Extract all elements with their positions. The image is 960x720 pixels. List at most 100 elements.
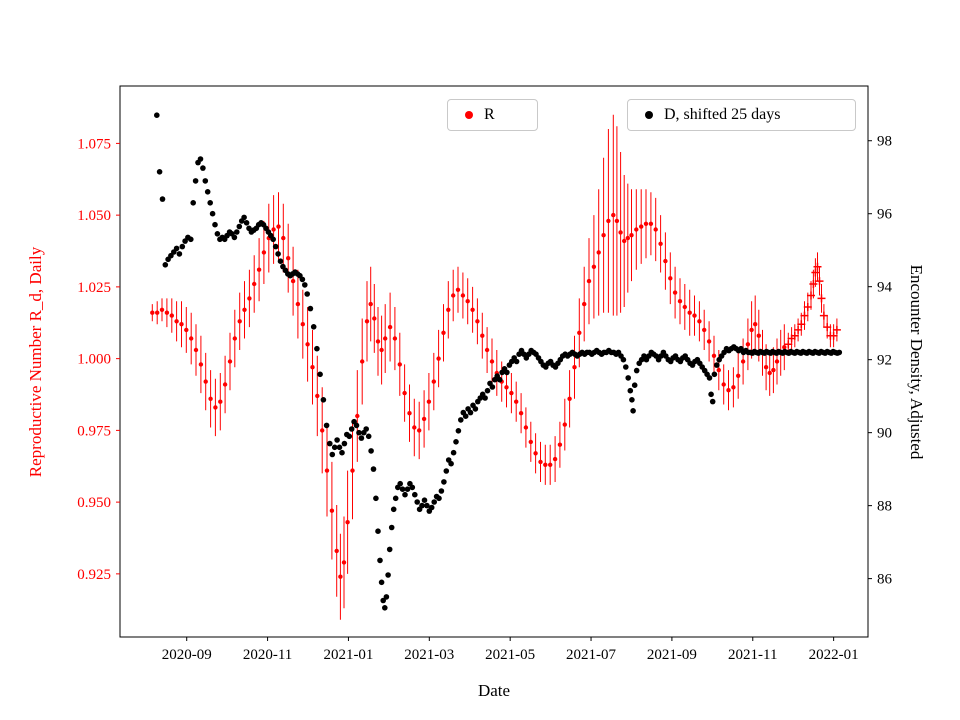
d-point [331,444,338,451]
d-point [458,417,464,423]
r-point [643,221,649,226]
r-point [489,359,495,364]
legend-r: R [447,99,538,131]
left-tick-label: 0.950 [77,495,111,511]
d-point [484,387,491,394]
d-point [356,429,362,436]
r-point [247,296,252,301]
r-point [518,411,524,416]
d-point [629,397,635,403]
d-point [836,349,843,356]
r-point [586,278,592,284]
r-marker-icon [465,111,473,119]
r-point [407,411,412,416]
r-point [237,319,242,324]
d-point [341,440,348,447]
d-point [353,422,360,429]
r-point [421,416,427,422]
d-point [414,499,421,505]
x-tick-label: 2021-05 [485,647,535,663]
r-point [648,221,654,226]
r-point [281,235,286,241]
r-point [155,310,160,315]
r-point [446,307,451,312]
r-point [629,233,634,238]
d-point [197,156,204,162]
d-point [214,231,221,237]
d-point [314,345,320,352]
r-point [763,365,769,370]
r-point [368,301,373,307]
d-point [176,251,183,257]
r-point [538,459,543,465]
r-point [397,362,402,367]
d-point [453,439,459,445]
d-point [212,221,218,228]
d-point [188,236,194,243]
r-point [562,422,567,427]
d-point [241,214,247,221]
d-marker-icon [645,111,653,119]
r-point [740,359,746,364]
r-point [611,212,616,218]
r-point [355,413,360,419]
r-point [480,333,485,338]
r-point [392,336,398,341]
r-point [596,250,601,255]
r-point [350,468,355,473]
r-point [387,324,393,330]
r-point [295,301,301,307]
d-point [299,276,306,283]
r-point [721,382,726,387]
left-tick-label: 0.925 [77,567,111,583]
d-point [370,466,377,472]
r-point [218,399,223,404]
d-point [327,440,333,447]
d-point [623,364,629,370]
left-tick-label: 1.075 [77,136,111,152]
d-point [443,468,450,474]
r-point [310,365,315,370]
r-point [716,367,721,373]
d-point [348,426,355,432]
r-point [305,342,310,347]
r-point [169,313,174,318]
d-point [431,499,438,505]
r-point [504,385,509,390]
r-point [320,428,325,433]
r-point [749,327,754,333]
r-point [242,307,247,312]
r-point [412,425,417,430]
r-point [198,362,204,367]
right-tick-label: 92 [877,353,892,369]
r-point [591,264,597,269]
r-point [731,385,736,390]
r-point [756,333,761,338]
d-point [179,243,186,250]
r-point [315,393,320,399]
d-point [380,597,387,604]
r-point [639,224,644,229]
right-axis-label: Encounter Density, Adjusted [907,264,926,460]
r-point [189,336,194,341]
legend-d: D, shifted 25 days [627,99,856,131]
d-point [436,495,442,502]
d-point [304,291,311,297]
r-point [543,462,548,467]
r-point [533,451,538,456]
d-point [409,484,416,491]
right-tick-label: 94 [877,280,893,296]
d-point [190,200,196,206]
x-tick-label: 2021-03 [404,647,454,663]
left-tick-label: 1.050 [77,208,111,224]
d-point [630,408,636,414]
r-point [360,359,365,364]
r-point [290,278,296,284]
r-point [622,238,627,244]
r-point [460,293,466,298]
d-point [441,479,447,485]
r-point [286,256,291,261]
r-point [711,353,717,358]
r-point [193,347,199,353]
d-point [450,449,457,456]
